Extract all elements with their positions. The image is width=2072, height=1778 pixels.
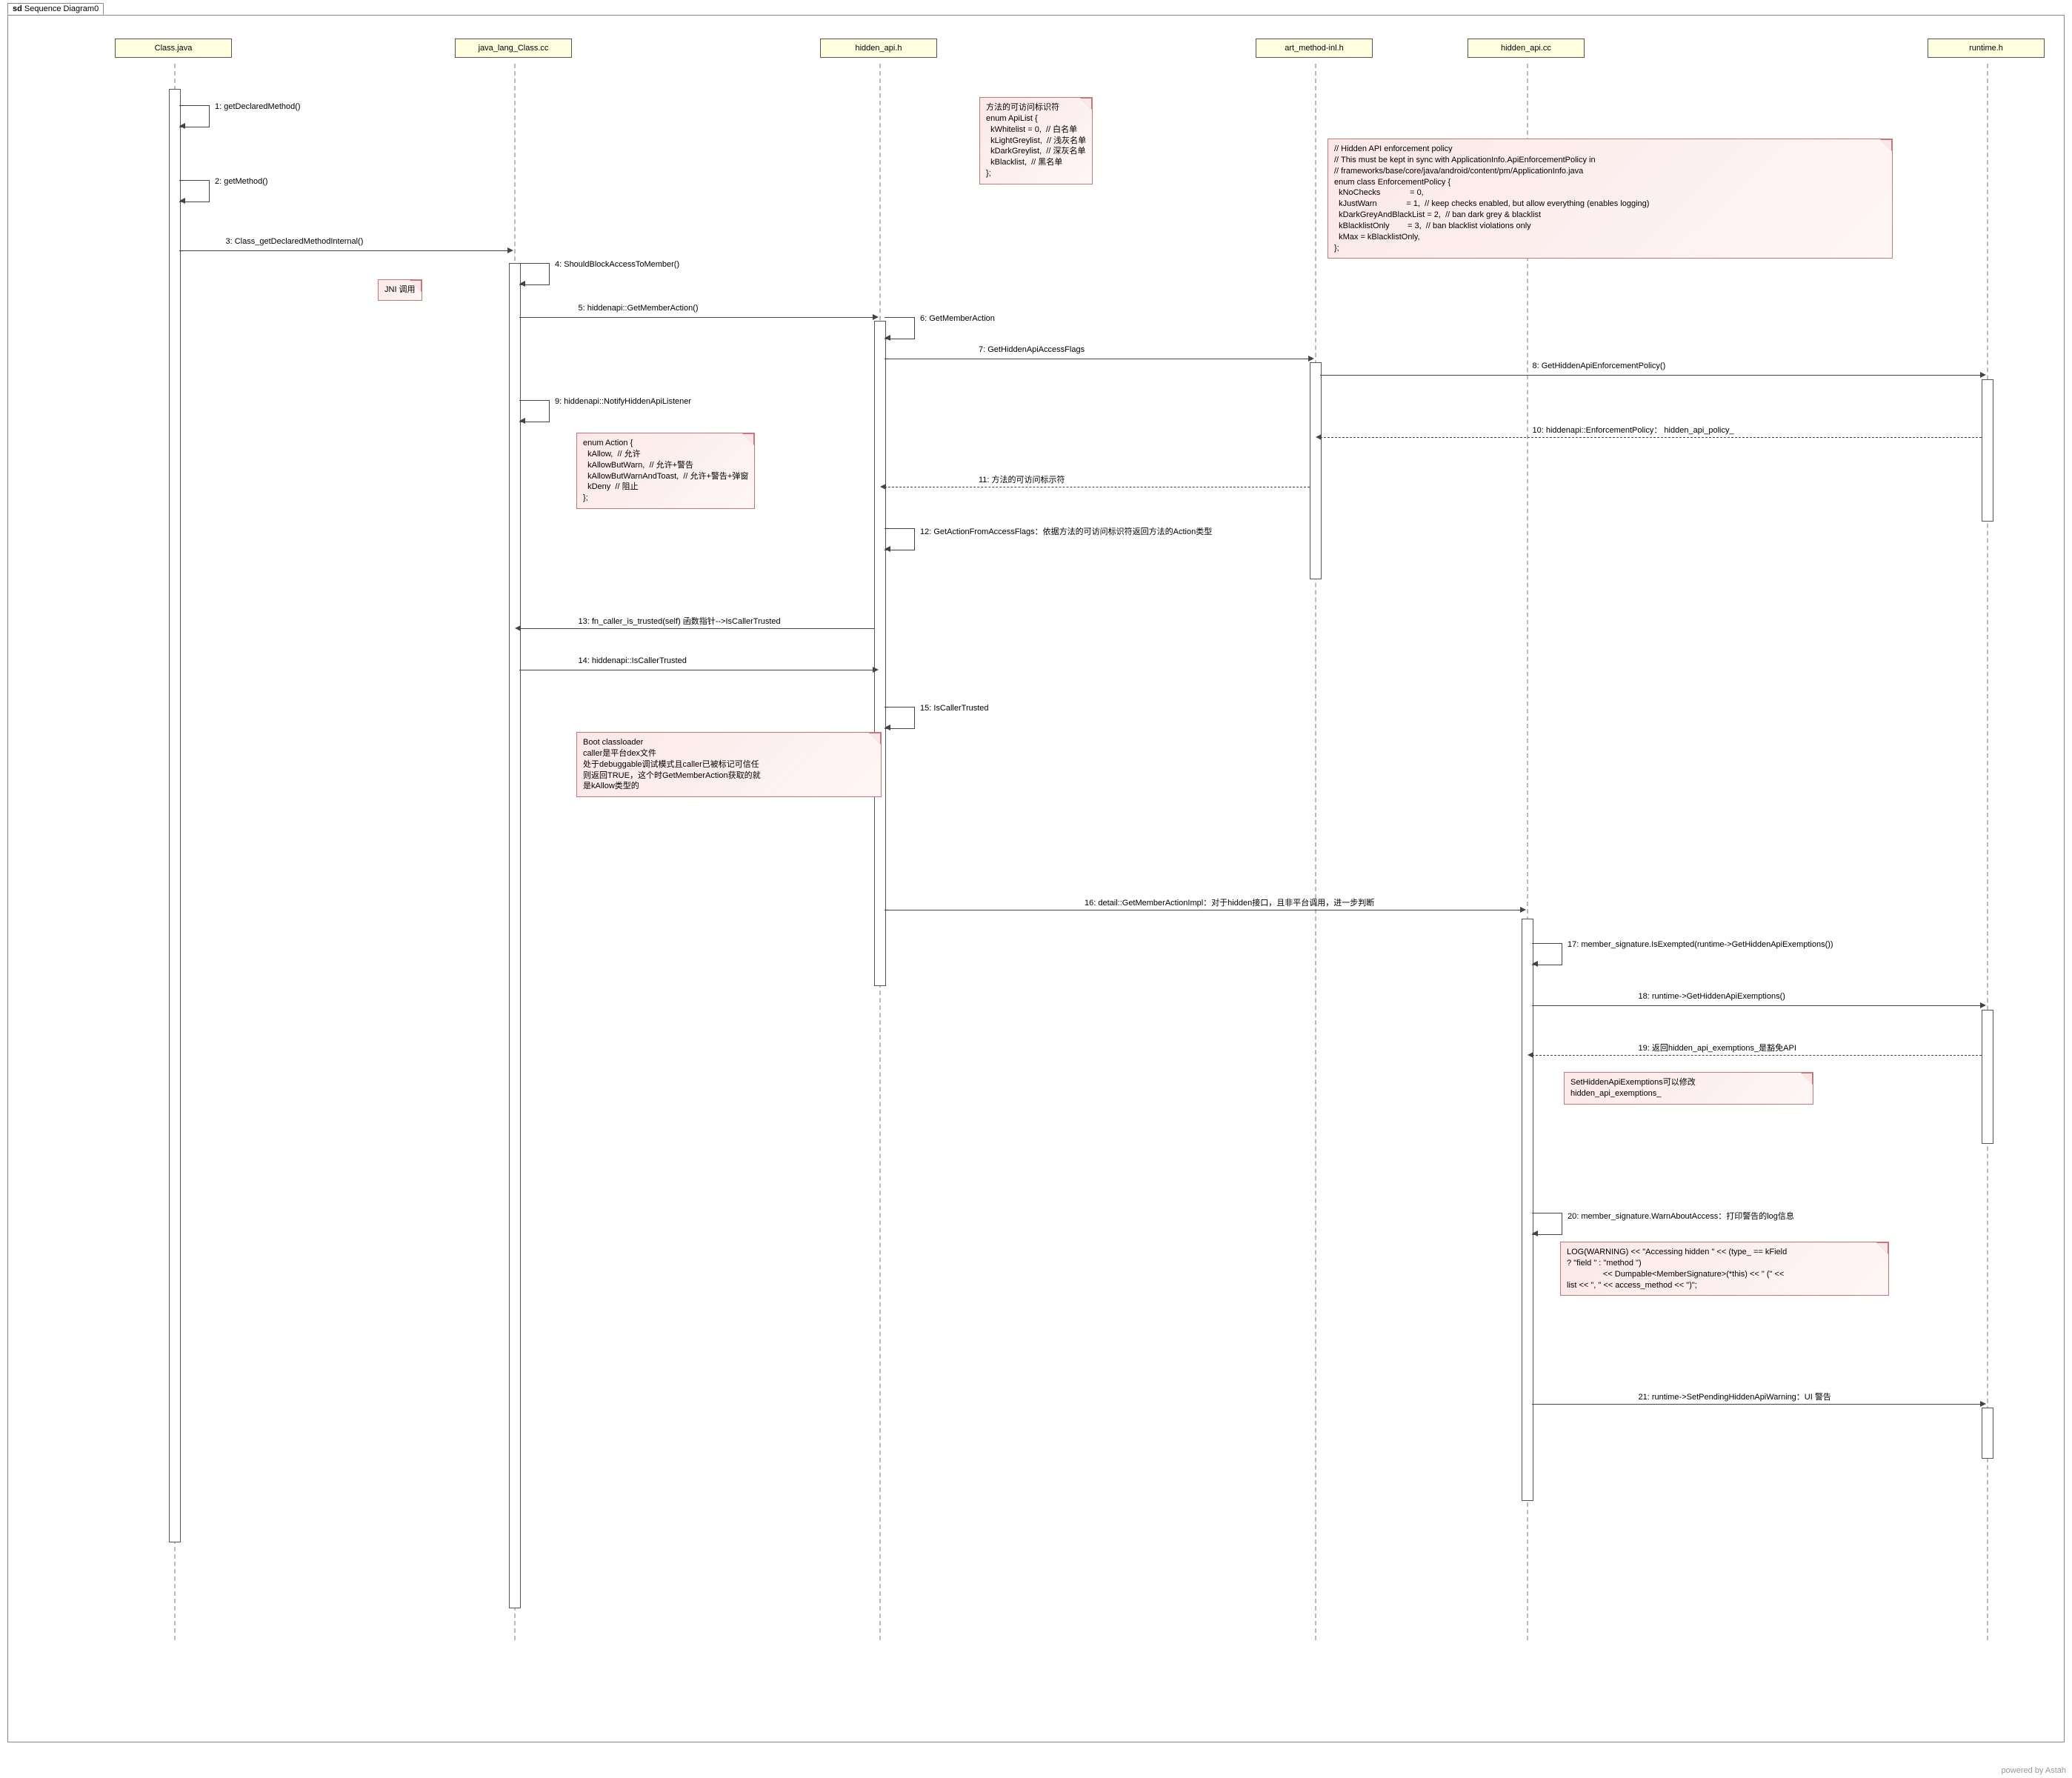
message-label: 4: ShouldBlockAccessToMember() <box>555 260 679 269</box>
message <box>179 250 509 251</box>
outer-frame <box>7 15 2065 1742</box>
arrow <box>885 725 890 730</box>
note-apilist: 方法的可访问标识符 enum ApiList { kWhitelist = 0,… <box>979 97 1093 184</box>
arrow <box>885 335 890 341</box>
frame-title: Sequence Diagram0 <box>24 4 99 13</box>
note-jni: JNI 调用 <box>378 279 422 301</box>
lifeline <box>1315 64 1316 1640</box>
diagram-root: sd Sequence Diagram0 Class.java java_lang… <box>0 0 2072 1778</box>
message-label: 17: member_signature.IsExempted(runtime-… <box>1568 940 1833 949</box>
note-policy: // Hidden API enforcement policy // This… <box>1328 139 1893 259</box>
activation <box>1982 1010 1993 1144</box>
activation <box>874 321 886 986</box>
arrow <box>885 546 890 552</box>
activation <box>169 89 181 1542</box>
arrow <box>1316 434 1322 440</box>
message-label: 2: getMethod() <box>215 177 268 186</box>
arrow <box>1532 961 1538 967</box>
message <box>519 628 874 629</box>
lifeline-head: hidden_api.cc <box>1468 39 1585 58</box>
lifeline-head: hidden_api.h <box>820 39 937 58</box>
message-label: 9: hiddenapi::NotifyHiddenApiListener <box>555 397 691 406</box>
note-boot: Boot classloader caller是平台dex文件 处于debugg… <box>576 732 882 797</box>
footer-brand: powered by Astah <box>2002 1766 2066 1775</box>
message-label: 13: fn_caller_is_trusted(self) 函数指针-->Is… <box>579 615 781 627</box>
message-label: 18: runtime->GetHiddenApiExemptions() <box>1639 992 1785 1001</box>
message <box>1532 1005 1982 1006</box>
note-action: enum Action { kAllow, // 允许 kAllowButWar… <box>576 433 755 509</box>
message-label: 6: GetMemberAction <box>920 314 995 323</box>
arrow <box>1980 372 1986 378</box>
lifeline-head: art_method-inl.h <box>1256 39 1373 58</box>
arrow <box>880 484 886 490</box>
message-label: 8: GetHiddenApiEnforcementPolicy() <box>1533 362 1666 370</box>
message-label: 15: IsCallerTrusted <box>920 704 989 713</box>
arrow <box>1528 1052 1533 1058</box>
arrow <box>1980 1401 1986 1407</box>
message-label: 21: runtime->SetPendingHiddenApiWarning：… <box>1639 1391 1831 1402</box>
message <box>1320 437 1982 438</box>
frame-tab: sd Sequence Diagram0 <box>7 3 104 15</box>
arrow <box>1532 1231 1538 1236</box>
message-label: 5: hiddenapi::GetMemberAction() <box>579 304 699 313</box>
activation <box>1982 1408 1993 1459</box>
arrow <box>507 247 513 253</box>
message-label: 7: GetHiddenApiAccessFlags <box>979 345 1085 354</box>
message-label: 10: hiddenapi::EnforcementPolicy： hidden… <box>1533 424 1734 436</box>
activation <box>1310 362 1322 579</box>
note-exempt: SetHiddenApiExemptions可以修改 hidden_api_ex… <box>1564 1072 1813 1105</box>
message-label: 16: detail::GetMemberActionImpl：对于hidden… <box>1085 896 1374 908</box>
message-label: 11: 方法的可访问标示符 <box>979 473 1065 485</box>
message-label: 12: GetActionFromAccessFlags：依据方法的可访问标识符… <box>920 525 1212 537</box>
lifeline-head: Class.java <box>115 39 232 58</box>
note-log: LOG(WARNING) << "Accessing hidden " << (… <box>1560 1242 1889 1296</box>
message-label: 20: member_signature.WarnAboutAccess：打印警… <box>1568 1210 1794 1222</box>
arrow <box>873 667 879 673</box>
frame-prefix: sd <box>13 4 22 13</box>
arrow <box>519 281 525 287</box>
message <box>1320 375 1982 376</box>
arrow <box>179 123 185 129</box>
activation <box>509 263 521 1608</box>
message-label: 14: hiddenapi::IsCallerTrusted <box>579 656 687 665</box>
arrow <box>1980 1002 1986 1008</box>
activation <box>1982 379 1993 522</box>
message <box>519 317 874 318</box>
message-label: 1: getDeclaredMethod() <box>215 102 301 111</box>
message <box>1532 1404 1982 1405</box>
arrow <box>1308 356 1314 362</box>
lifeline-head: runtime.h <box>1928 39 2045 58</box>
arrow <box>179 198 185 204</box>
arrow <box>519 418 525 424</box>
message-label: 19: 返回hidden_api_exemptions_是豁免API <box>1639 1042 1796 1053</box>
lifeline-head: java_lang_Class.cc <box>455 39 572 58</box>
arrow <box>873 314 879 320</box>
message-label: 3: Class_getDeclaredMethodInternal() <box>226 237 364 246</box>
lifeline <box>1987 64 1988 1640</box>
message <box>1532 1055 1982 1056</box>
arrow <box>515 625 521 631</box>
arrow <box>1520 907 1526 913</box>
footer: powered by Astah <box>2002 1766 2066 1775</box>
